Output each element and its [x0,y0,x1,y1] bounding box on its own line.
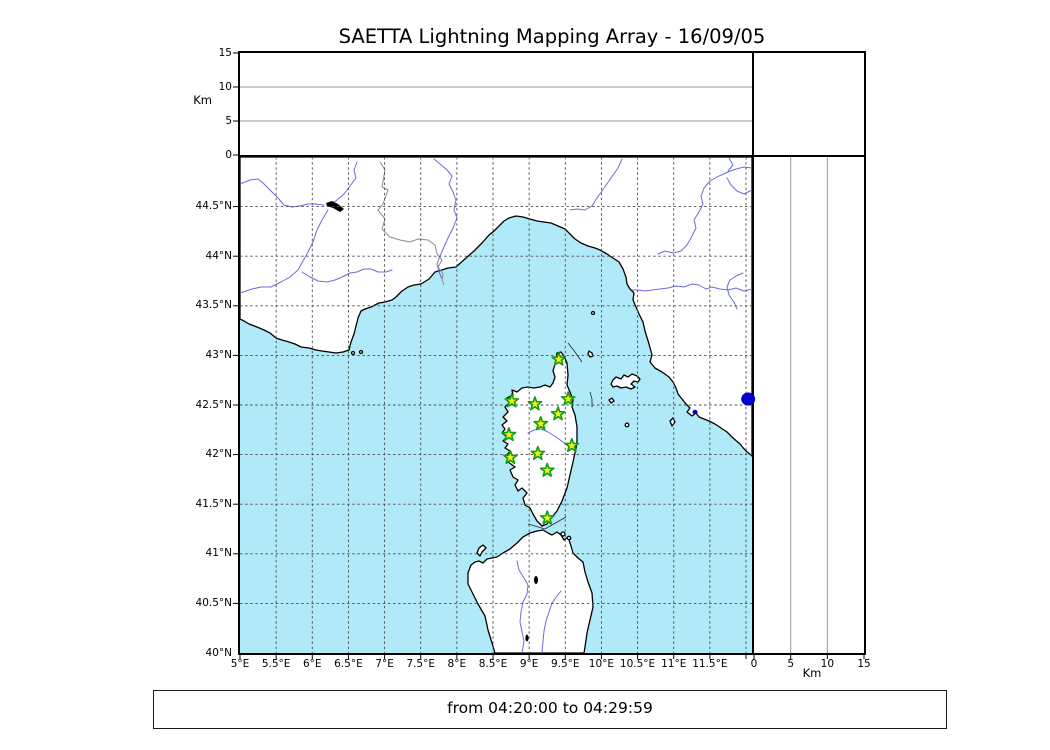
time-range-box: from 04:20:00 to 04:29:59 [153,690,947,729]
station-marker [504,393,520,408]
station-marker [530,445,546,461]
altitude-vs-longitude-panel [238,51,754,157]
altitude-axis-unit-bottom: Km [802,666,822,680]
lat-tick-label: 41°N [205,547,232,560]
coastline-mainland [240,157,752,457]
lat-tick-label: 41.5°N [195,497,232,510]
lat-tick-label: 42°N [205,448,232,461]
country-border-france-italy [377,161,445,286]
island-asinara [476,544,487,557]
alt-top-tick-label: 15 [218,46,232,59]
station-marker [551,351,567,366]
station-marker [550,406,566,421]
route-lines [527,342,593,530]
lon-tick-label: 7°E [375,657,394,670]
alt-top-tick-label: 0 [225,148,232,161]
lat-tick-label: 44.5°N [195,200,232,213]
alt-right-tick-label: 0 [750,657,758,670]
altitude-histogram-panel [752,51,866,157]
lat-tick-label: 40.5°N [195,596,232,609]
lake-serre-poncon [326,201,344,212]
altitude-vs-latitude-panel [752,155,866,655]
island-hyeres-1 [350,350,356,356]
latlon-gridlines [240,157,752,653]
lon-tick-label: 6.5°E [334,657,363,670]
lon-tick-label: 10.5°E [619,657,656,670]
landmasses [240,157,752,653]
time-range-text: from 04:20:00 to 04:29:59 [447,699,653,717]
station-marker [502,449,518,465]
lat-tick-label: 43.5°N [195,299,232,312]
island-giglio [669,417,676,427]
altitude-axis-unit-top: Km [193,93,212,107]
lon-tick-label: 9°E [519,657,539,670]
island-pianosa [608,397,615,404]
island-montecristo [624,422,630,428]
lon-tick-label: 7.5°E [406,657,435,670]
island-maddalena-1 [560,531,566,537]
alt-top-tick-label: 10 [218,80,232,93]
lat-tick-label: 44°N [205,249,232,262]
island-gorgona [590,310,596,316]
island-sardinia [467,529,594,653]
lake-sardinia-1 [534,576,538,584]
station-marker [560,391,576,406]
station-markers [501,351,580,525]
lon-tick-label: 11°E [661,657,687,670]
lagoon-orbetello [692,409,698,415]
map-canvas [240,157,752,653]
station-marker [501,426,517,442]
island-hyeres-2 [358,349,364,355]
lakes [326,201,698,642]
island-corsica [501,351,578,527]
alt-right-tick-label: 15 [857,657,871,670]
station-marker [527,396,543,411]
lon-tick-label: 5.5°E [261,657,291,670]
lat-tick-label: 40°N [205,646,232,659]
station-marker [539,462,555,477]
rivers [240,157,752,653]
lon-tick-label: 6°E [302,657,322,670]
island-maddalena-2 [566,535,572,541]
station-marker [564,437,580,453]
lat-tick-label: 42.5°N [195,398,232,411]
lake-sardinia-2 [525,634,529,642]
alt-top-tick-label: 5 [225,114,232,127]
lon-tick-label: 5°E [230,657,250,670]
lon-tick-label: 8°E [447,657,467,670]
station-marker [533,415,549,431]
lon-tick-label: 11.5°E [692,657,728,670]
lon-tick-label: 9.5°E [550,657,580,670]
page-title: SAETTA Lightning Mapping Array - 16/09/0… [338,25,766,48]
lon-tick-label: 10°E [588,657,615,670]
lat-tick-label: 43°N [205,348,232,361]
lon-tick-label: 8.5°E [478,657,508,670]
station-marker [539,510,555,525]
